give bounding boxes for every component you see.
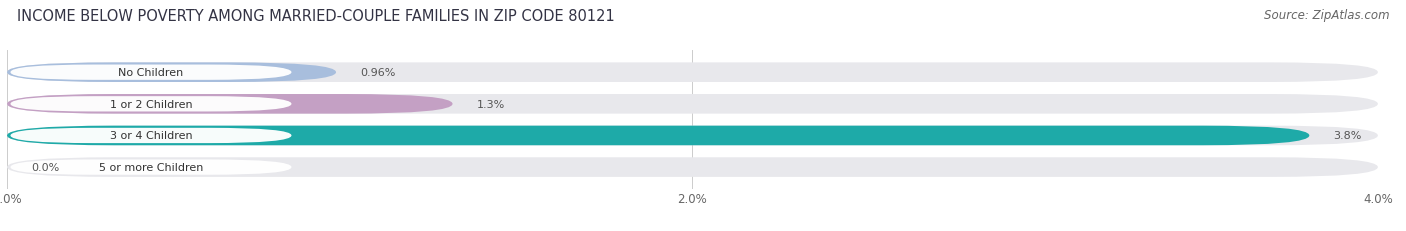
- FancyBboxPatch shape: [10, 65, 291, 80]
- FancyBboxPatch shape: [10, 128, 291, 143]
- Text: 0.96%: 0.96%: [360, 68, 395, 78]
- FancyBboxPatch shape: [7, 126, 1378, 146]
- Text: 5 or more Children: 5 or more Children: [98, 162, 202, 172]
- FancyBboxPatch shape: [7, 63, 336, 83]
- Text: 3 or 4 Children: 3 or 4 Children: [110, 131, 193, 141]
- FancyBboxPatch shape: [7, 63, 1378, 83]
- Text: INCOME BELOW POVERTY AMONG MARRIED-COUPLE FAMILIES IN ZIP CODE 80121: INCOME BELOW POVERTY AMONG MARRIED-COUPL…: [17, 9, 614, 24]
- Text: 1.3%: 1.3%: [477, 99, 505, 109]
- Text: 1 or 2 Children: 1 or 2 Children: [110, 99, 193, 109]
- FancyBboxPatch shape: [7, 95, 1378, 114]
- FancyBboxPatch shape: [7, 95, 453, 114]
- Text: No Children: No Children: [118, 68, 184, 78]
- FancyBboxPatch shape: [7, 126, 1309, 146]
- FancyBboxPatch shape: [10, 160, 291, 175]
- Text: 0.0%: 0.0%: [31, 162, 59, 172]
- FancyBboxPatch shape: [7, 158, 1378, 177]
- Text: 3.8%: 3.8%: [1333, 131, 1361, 141]
- FancyBboxPatch shape: [10, 97, 291, 112]
- Text: Source: ZipAtlas.com: Source: ZipAtlas.com: [1264, 9, 1389, 22]
